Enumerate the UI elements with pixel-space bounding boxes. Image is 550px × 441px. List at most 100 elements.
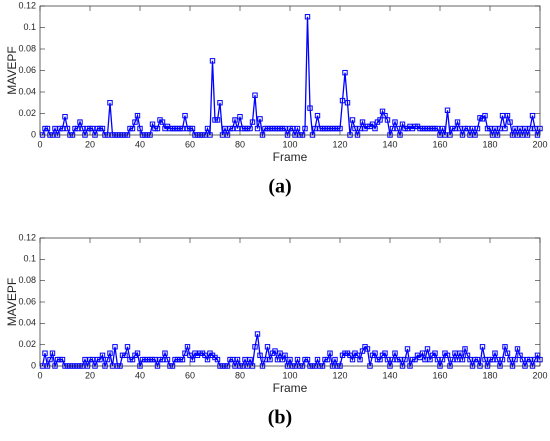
marker (397, 356, 403, 363)
marker (189, 125, 196, 132)
marker (304, 356, 311, 363)
marker (499, 356, 506, 363)
marker (112, 344, 118, 350)
y-tick-label: 0.02 (18, 339, 36, 349)
marker (182, 350, 188, 356)
marker (89, 125, 96, 132)
marker (262, 356, 268, 363)
marker (457, 350, 463, 356)
marker (497, 125, 503, 132)
marker (514, 346, 521, 352)
marker (482, 356, 488, 363)
y-axis-label: MAVEPF (5, 46, 19, 94)
marker (182, 112, 188, 119)
marker (492, 350, 498, 356)
marker (304, 14, 311, 20)
marker (502, 344, 508, 350)
marker (349, 117, 356, 123)
y-tick-label: 0 (31, 360, 36, 370)
marker (349, 356, 356, 363)
x-tick-label: 180 (482, 370, 497, 380)
marker (209, 58, 216, 64)
x-tick-label: 60 (185, 139, 195, 149)
y-tick-label: 0.06 (18, 65, 36, 75)
marker (527, 125, 533, 132)
axes-box (39, 237, 541, 367)
marker (489, 356, 496, 363)
marker (424, 346, 431, 352)
marker (382, 350, 388, 356)
marker (507, 119, 513, 125)
marker (419, 350, 426, 356)
marker (372, 125, 378, 132)
marker (152, 356, 158, 363)
marker (129, 125, 136, 132)
marker (134, 112, 141, 119)
marker (237, 114, 243, 120)
marker (247, 356, 253, 363)
x-tick-label: 140 (382, 139, 397, 149)
marker (124, 344, 131, 350)
y-tick-label: 0.04 (18, 318, 36, 328)
marker (134, 350, 141, 356)
marker (487, 125, 493, 132)
marker (314, 112, 321, 119)
marker (422, 356, 428, 363)
x-tick-label: 100 (282, 370, 297, 380)
marker (184, 344, 191, 350)
x-tick-label: 60 (185, 370, 195, 380)
marker (434, 356, 441, 363)
marker (242, 356, 248, 363)
plot-area (40, 238, 540, 366)
marker (342, 69, 348, 76)
marker (302, 125, 308, 132)
marker (457, 125, 463, 132)
y-tick-label: 0 (31, 129, 36, 139)
marker (504, 350, 511, 356)
marker (344, 100, 351, 106)
marker (257, 116, 263, 122)
marker (42, 350, 48, 356)
marker (519, 356, 526, 363)
marker (274, 356, 281, 363)
marker (59, 356, 66, 363)
marker (247, 125, 253, 132)
marker (474, 125, 481, 132)
marker (452, 125, 458, 132)
x-tick-label: 120 (332, 139, 347, 149)
marker (62, 114, 68, 120)
marker (162, 350, 168, 356)
marker (287, 356, 293, 363)
x-tick-label: 40 (135, 139, 145, 149)
x-tick-label: 160 (432, 139, 447, 149)
marker (389, 125, 396, 132)
marker (529, 112, 536, 119)
marker (267, 356, 273, 363)
marker (454, 356, 461, 363)
marker (449, 356, 456, 363)
marker (294, 125, 301, 132)
marker (364, 346, 371, 352)
marker (289, 125, 296, 132)
marker (452, 350, 458, 356)
x-tick-label: 40 (135, 370, 145, 380)
marker (214, 117, 221, 123)
marker (99, 125, 106, 132)
marker (159, 356, 166, 363)
x-tick-label: 20 (85, 370, 95, 380)
x-tick-label: 0 (37, 139, 42, 149)
marker (372, 350, 378, 356)
marker (527, 356, 533, 363)
marker (332, 356, 338, 363)
x-tick-label: 200 (532, 139, 547, 149)
marker (517, 125, 523, 132)
marker (454, 119, 461, 125)
marker (312, 125, 318, 132)
y-tick-label: 0.08 (18, 275, 36, 285)
marker (444, 107, 451, 113)
x-tick-label: 80 (235, 139, 245, 149)
marker (499, 112, 506, 119)
y-tick-label: 0.06 (18, 296, 36, 306)
x-tick-label: 20 (85, 139, 95, 149)
